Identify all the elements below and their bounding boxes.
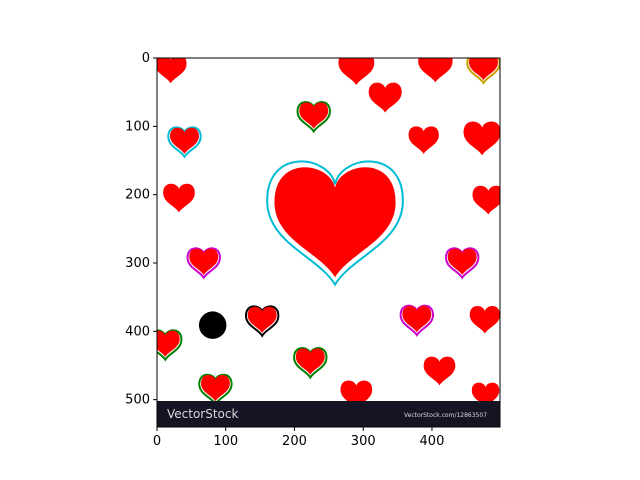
heart-outline — [399, 304, 434, 338]
y-tick-label: 500 — [125, 393, 150, 408]
x-tick-label: 100 — [213, 434, 238, 449]
heart-outline — [245, 305, 280, 338]
heart-shape — [247, 306, 277, 333]
heart-outline — [466, 58, 500, 85]
heart-shape — [469, 306, 500, 334]
y-tick-label: 200 — [125, 188, 150, 203]
heart-shape — [163, 183, 195, 213]
black-dot — [198, 311, 227, 339]
watermark-bar — [157, 401, 500, 427]
heart-shape — [157, 58, 187, 84]
hearts-group — [157, 58, 500, 410]
y-tick-label: 400 — [125, 324, 150, 339]
heart-shape — [471, 382, 500, 408]
heart-shape — [299, 102, 329, 129]
heart-outline — [296, 101, 331, 134]
x-axis: 0 100 200 300 400 — [153, 427, 445, 449]
x-tick-label: 300 — [351, 434, 376, 449]
heart-shape — [340, 380, 373, 410]
heart-outline — [157, 329, 183, 362]
heart-outline — [445, 247, 480, 280]
heart-shape — [423, 356, 456, 386]
heart-outline — [167, 126, 202, 159]
x-tick-label: 0 — [153, 434, 161, 449]
heart-shape — [447, 248, 477, 275]
watermark-left-text: VectorStock — [167, 407, 239, 421]
y-tick-label: 100 — [125, 119, 150, 134]
y-axis: 0 100 200 300 400 500 — [125, 51, 157, 408]
heart-shape — [469, 58, 498, 81]
y-tick-label: 300 — [125, 256, 150, 271]
heart-shape — [157, 330, 180, 357]
heart-shape — [408, 126, 439, 154]
heart-shape — [418, 58, 453, 83]
image-area: VectorStock VectorStock.com/12863507 — [157, 58, 500, 427]
heart-shape — [463, 121, 500, 156]
watermark-band: VectorStock VectorStock.com/12863507 — [157, 401, 500, 427]
heart-shape — [295, 348, 325, 375]
heart-shape — [170, 127, 199, 154]
y-tick-label: 0 — [142, 51, 150, 66]
heart-shape — [338, 58, 375, 86]
heart-shape — [189, 248, 219, 275]
heart-shape — [472, 185, 500, 215]
heart-shape — [402, 306, 432, 333]
watermark-right-text: VectorStock.com/12863507 — [404, 412, 487, 419]
x-tick-label: 200 — [282, 434, 307, 449]
heart-shape — [368, 82, 402, 113]
heart-shape — [200, 375, 230, 402]
heart-shape — [274, 167, 396, 278]
heart-outline — [266, 160, 404, 287]
heart-outline — [293, 347, 328, 380]
heart-outline — [186, 247, 221, 280]
axes-frame — [156, 57, 501, 428]
x-tick-label: 400 — [420, 434, 445, 449]
